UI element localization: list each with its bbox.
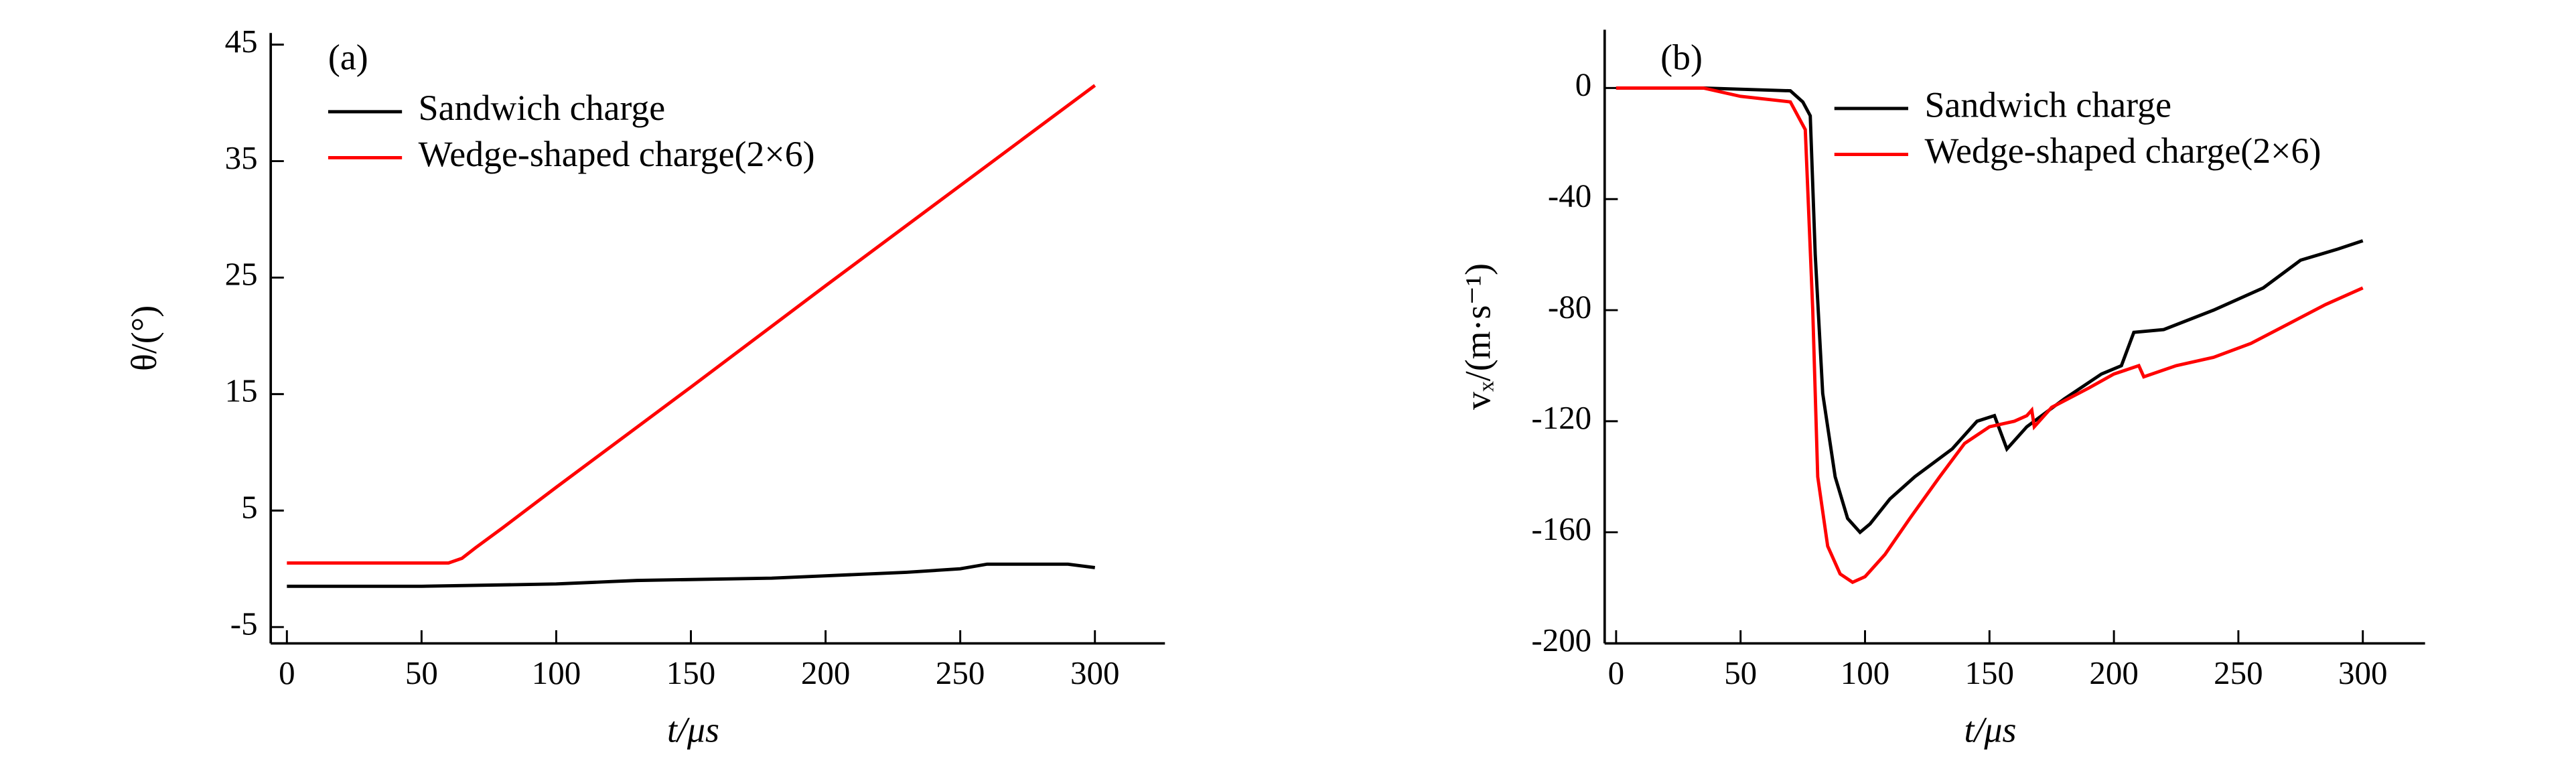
x-tick-label: 0 <box>1608 654 1625 691</box>
x-tick-label: 250 <box>936 654 985 691</box>
y-tick-label: 25 <box>225 256 258 293</box>
y-tick-label: 15 <box>225 372 258 409</box>
y-tick-label: -5 <box>230 605 258 642</box>
x-tick-label: 50 <box>405 654 438 691</box>
x-tick-label: 150 <box>666 654 715 691</box>
x-tick-label: 300 <box>1070 654 1119 691</box>
y-tick-label: -40 <box>1548 177 1591 214</box>
legend-label: Sandwich charge <box>1924 84 2171 125</box>
annotation: (b) <box>1660 37 1703 77</box>
x-tick-label: 100 <box>532 654 581 691</box>
y-tick-label: 45 <box>225 23 258 60</box>
x-axis-label: t/μs <box>667 710 719 750</box>
y-tick-label: 5 <box>241 489 258 526</box>
data-line <box>287 84 1096 565</box>
y-axis-label: θ/(°) <box>124 305 164 371</box>
annotation: (a) <box>328 37 368 77</box>
x-tick-label: 100 <box>1841 654 1889 691</box>
y-tick-label: -160 <box>1531 510 1591 547</box>
y-tick-label: -80 <box>1548 288 1591 325</box>
y-tick-label: -120 <box>1531 399 1591 436</box>
legend-label: Sandwich charge <box>419 88 666 128</box>
x-tick-label: 300 <box>2338 654 2387 691</box>
y-tick-label: 35 <box>225 139 258 176</box>
data-line <box>1616 86 2364 535</box>
x-tick-label: 250 <box>2214 654 2263 691</box>
data-line <box>1616 86 2364 585</box>
x-tick-label: 0 <box>279 654 295 691</box>
y-tick-label: 0 <box>1575 66 1592 103</box>
x-axis-label: t/μs <box>1964 710 2016 750</box>
legend-label: Wedge-shaped charge(2×6) <box>419 134 815 174</box>
x-tick-label: 150 <box>1965 654 2014 691</box>
y-axis-label: vₓ/(m·s⁻¹) <box>1457 263 1498 410</box>
legend-label: Wedge-shaped charge(2×6) <box>1924 131 2321 171</box>
x-tick-label: 50 <box>1724 654 1757 691</box>
data-line <box>287 562 1096 588</box>
x-tick-label: 200 <box>801 654 850 691</box>
y-tick-label: -200 <box>1531 622 1591 658</box>
x-tick-label: 200 <box>2089 654 2138 691</box>
